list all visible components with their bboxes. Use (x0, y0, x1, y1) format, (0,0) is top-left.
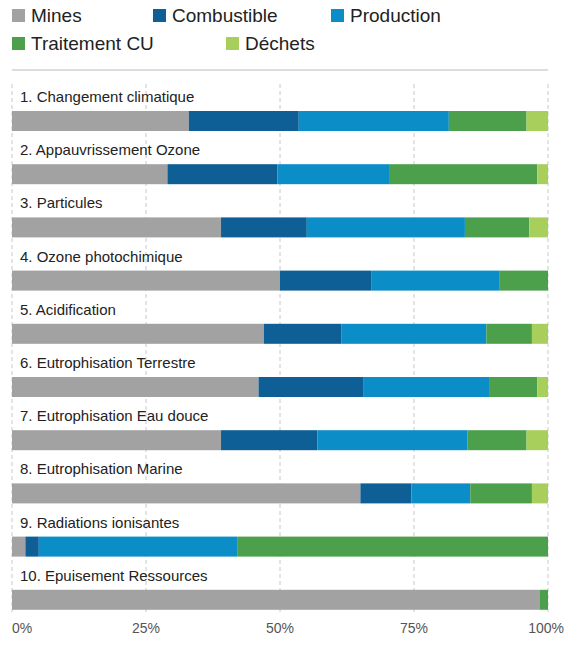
bar-segment (12, 271, 280, 291)
bar-segment (411, 483, 470, 503)
x-tick-label: 75% (400, 620, 428, 636)
bar-segment (12, 111, 189, 131)
bar-segment (527, 111, 548, 131)
bar-segment (548, 537, 549, 557)
category-label: 4. Ozone photochimique (20, 248, 183, 265)
category-label: 7. Eutrophisation Eau douce (20, 407, 208, 424)
bar-segment (39, 537, 237, 557)
bar-segment (532, 483, 548, 503)
bar-segment (264, 324, 342, 344)
x-tick-label: 25% (132, 620, 160, 636)
bar-segment (489, 377, 537, 397)
category-label: 8. Eutrophisation Marine (20, 460, 183, 477)
bar-segment (280, 271, 371, 291)
category-label: 9. Radiations ionisantes (20, 514, 179, 531)
bars (12, 111, 548, 610)
bar-segment (307, 217, 465, 237)
legend-label: Déchets (245, 33, 315, 54)
separator (12, 70, 548, 71)
legend-swatch (12, 9, 25, 22)
bar-segment (12, 217, 221, 237)
bar-segment (537, 377, 548, 397)
bar-segment (167, 164, 277, 184)
bar-segment (390, 164, 537, 184)
bar-segment (548, 271, 549, 291)
bar-segment (12, 537, 25, 557)
grid (12, 84, 548, 612)
bar-segment (259, 377, 364, 397)
bar-segment (12, 590, 540, 610)
bar-segment (548, 590, 549, 610)
bar-segment (527, 430, 548, 450)
category-label: 6. Eutrophisation Terrestre (20, 354, 196, 371)
legend-swatch (12, 37, 25, 50)
legend-swatch (153, 9, 166, 22)
grid-line (414, 84, 415, 612)
bar-segment (371, 271, 500, 291)
bar-segment (342, 324, 487, 344)
category-label: 3. Particules (20, 194, 103, 211)
bar-segment (360, 483, 411, 503)
category-label: 10. Epuisement Ressources (20, 567, 208, 584)
bar-segment (449, 111, 527, 131)
legend-label: Mines (31, 5, 82, 26)
bar-segment (537, 164, 548, 184)
bar-segment (189, 111, 299, 131)
bar-segment (25, 537, 38, 557)
bar-segment (318, 430, 468, 450)
category-label: 1. Changement climatique (20, 88, 194, 105)
chart: Mines Combustible Production Traitement CU D… (0, 0, 572, 647)
bar-segment (299, 111, 449, 131)
bar-segment (486, 324, 532, 344)
legend: Mines Combustible Production Traitement CU D… (12, 5, 441, 54)
bar-segment (468, 430, 527, 450)
category-label: 5. Acidification (20, 301, 116, 318)
x-axis: 0% 25% 50% 75% 100% (12, 620, 564, 636)
legend-swatch (331, 9, 344, 22)
bar-segment (237, 537, 548, 557)
legend-label: Combustible (172, 5, 278, 26)
bar-segment (12, 164, 167, 184)
legend-label: Production (350, 5, 441, 26)
bar-segment (277, 164, 390, 184)
bar-segment (465, 217, 529, 237)
bar-segment (221, 217, 307, 237)
bar-segment (12, 324, 264, 344)
category-label: 2. Appauvrissement Ozone (20, 141, 200, 158)
x-tick-label: 100% (528, 620, 564, 636)
bar-segment (500, 271, 548, 291)
bar-segment (470, 483, 532, 503)
x-tick-label: 0% (12, 620, 32, 636)
x-tick-label: 50% (266, 620, 294, 636)
bar-segment (529, 217, 548, 237)
bar-segment (12, 377, 259, 397)
bar-segment (532, 324, 548, 344)
legend-swatch (226, 37, 239, 50)
grid-line (146, 84, 147, 612)
bar-segment (221, 430, 317, 450)
grid-line (548, 84, 549, 612)
bar-segment (12, 483, 360, 503)
grid-line (280, 84, 281, 612)
bar-segment (12, 430, 221, 450)
grid-line (12, 84, 13, 612)
legend-label: Traitement CU (31, 33, 154, 54)
bar-segment (540, 590, 548, 610)
bar-segment (363, 377, 489, 397)
